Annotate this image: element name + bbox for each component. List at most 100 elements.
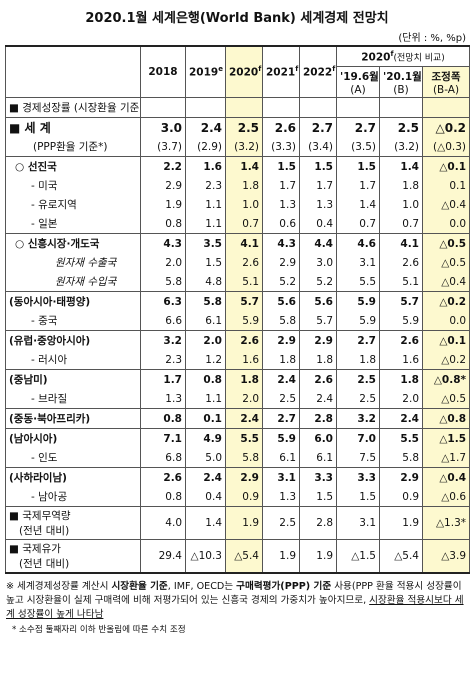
data-row: ○ 선진국 2.2 1.6 1.4 1.5 1.5 1.5 1.4 △0.1 (5, 156, 471, 176)
row-label: ■ 국제무역량 (전년 대비) (5, 506, 141, 540)
value-cell: 5.9 (336, 291, 380, 311)
row-label: (유럽·중앙아시아) (5, 330, 141, 350)
row-label-text: - 브라질 (31, 393, 68, 405)
subcolumn-header: '20.1월 (B) (379, 66, 423, 98)
footnote-part: ※ 세계경제성장률 계산시 (6, 581, 112, 592)
column-header: 2022f (299, 45, 337, 98)
data-row: (동아시아·태평양) 6.3 5.8 5.7 5.6 5.6 5.9 5.7 △0.2 (5, 291, 471, 311)
value-cell: 2.7 (299, 117, 337, 137)
value-cell: 1.2 (185, 350, 226, 370)
value-cell: 2.4 (225, 408, 263, 429)
value-cell: 1.9 (299, 539, 337, 574)
data-row: 원자재 수출국 2.0 1.5 2.6 2.9 3.0 3.1 2.6 △0.5 (5, 253, 471, 272)
row-label: (중남미) (5, 369, 141, 389)
column-header: 2019e (185, 45, 226, 98)
value-cell: 1.7 (140, 369, 186, 389)
value-cell: 6.8 (140, 448, 186, 468)
value-cell: 5.1 (225, 272, 263, 292)
value-cell: △0.2 (421, 350, 471, 370)
value-cell: 2.3 (185, 176, 226, 195)
value-cell: 2.9 (262, 330, 300, 350)
value-cell: 1.8 (379, 369, 423, 389)
value-cell: 1.7 (299, 176, 337, 195)
value-cell: 2.6 (225, 330, 263, 350)
value-cell: 1.6 (185, 156, 226, 176)
data-row: (중동·북아프리카) 0.8 0.1 2.4 2.7 2.8 3.2 2.4 △0.8 (5, 408, 471, 429)
value-cell: 2.8 (299, 408, 337, 429)
value-cell: △0.1 (421, 330, 471, 350)
forecast-table: 2018 2019e 2020f 2021f 2022f 2020f(전망치 비교) '19… (5, 45, 471, 574)
row-label: - 인도 (5, 448, 141, 468)
value-cell: 2.6 (379, 253, 423, 272)
value-cell: (3.5) (336, 137, 380, 157)
subcolumn-header: 조정폭 (B-A) (421, 66, 471, 98)
value-cell: 2.5 (336, 389, 380, 409)
value-cell: 1.0 (379, 195, 423, 214)
row-label-text: - 미국 (31, 180, 58, 192)
data-row: - 인도 6.8 5.0 5.8 6.1 6.1 7.5 5.8 △1.7 (5, 448, 471, 468)
value-cell: 1.8 (336, 350, 380, 370)
value-cell: 0.0 (421, 311, 471, 331)
corner (5, 45, 141, 98)
row-label: - 미국 (5, 176, 141, 195)
value-cell: 1.8 (379, 176, 423, 195)
data-row: 원자재 수입국 5.8 4.8 5.1 5.2 5.2 5.5 5.1 △0.4 (5, 272, 471, 292)
value-cell: △0.5 (421, 389, 471, 409)
value-cell: 0.7 (379, 214, 423, 234)
value-cell: 2.3 (140, 350, 186, 370)
value-cell: 5.6 (262, 291, 300, 311)
column-header: 2021f (262, 45, 300, 98)
value-cell: 2.0 (140, 253, 186, 272)
empty-cell (421, 97, 471, 118)
data-row: (PPP환율 기준*) (3.7) (2.9) (3.2) (3.3) (3.4) (3.5… (5, 137, 471, 157)
value-cell: 1.7 (262, 176, 300, 195)
value-cell: △5.4 (379, 539, 423, 574)
value-cell: 3.2 (140, 330, 186, 350)
value-cell: △0.4 (421, 467, 471, 487)
value-cell: 4.0 (140, 506, 186, 540)
header-row: 2018 2019e 2020f 2021f 2022f 2020f(전망치 비교) (5, 45, 471, 98)
value-cell: 1.4 (225, 156, 263, 176)
row-label: ■ 세 계 (5, 117, 141, 137)
row-label-text: (중남미) (9, 374, 48, 386)
value-cell: 2.6 (299, 369, 337, 389)
value-cell: 1.3 (140, 389, 186, 409)
value-cell: 2.6 (140, 467, 186, 487)
column-year: 2019 (189, 66, 219, 79)
value-cell: 0.1 (421, 176, 471, 195)
value-cell: 1.8 (299, 350, 337, 370)
value-cell: 3.0 (140, 117, 186, 137)
row-label: - 일본 (5, 214, 141, 234)
value-cell: 1.1 (185, 389, 226, 409)
value-cell: △3.9 (421, 539, 471, 574)
value-cell: 5.6 (299, 291, 337, 311)
value-cell: 29.4 (140, 539, 186, 574)
row-label: (사하라이남) (5, 467, 141, 487)
value-cell: 2.6 (379, 330, 423, 350)
value-cell: 3.1 (262, 467, 300, 487)
value-cell: 1.5 (185, 253, 226, 272)
footnote-part: 시장환율 적용시보다 세계 성장률이 높게 나타남 (6, 595, 464, 620)
row-label: (PPP환율 기준*) (5, 137, 141, 157)
value-cell: 2.5 (379, 117, 423, 137)
value-cell: 1.9 (262, 539, 300, 574)
empty-cell (379, 97, 423, 118)
value-cell: 1.4 (185, 506, 226, 540)
column-year: 2022 (303, 66, 333, 79)
row-label-text: (PPP환율 기준*) (33, 141, 108, 153)
empty-cell (225, 97, 263, 118)
value-cell: 1.5 (262, 156, 300, 176)
value-cell: 1.9 (379, 506, 423, 540)
row-label-text: ■ 국제유가 (9, 543, 61, 555)
row-label-text: ■ 국제무역량 (9, 510, 71, 522)
value-cell: 1.5 (299, 487, 337, 507)
value-cell: 4.6 (336, 233, 380, 253)
value-cell: 2.9 (299, 330, 337, 350)
row-label: ○ 선진국 (5, 156, 141, 176)
data-row: ■ 국제유가 (전년 대비) 29.4 △10.3 △5.4 1.9 1.9 △1.5 △5.4… (5, 539, 471, 574)
row-label-text: ○ 신흥시장·개도국 (15, 238, 100, 250)
value-cell: 1.1 (185, 214, 226, 234)
value-cell: 1.3 (299, 195, 337, 214)
value-cell: 2.5 (262, 506, 300, 540)
row-label: ■ 국제유가 (전년 대비) (5, 539, 141, 574)
